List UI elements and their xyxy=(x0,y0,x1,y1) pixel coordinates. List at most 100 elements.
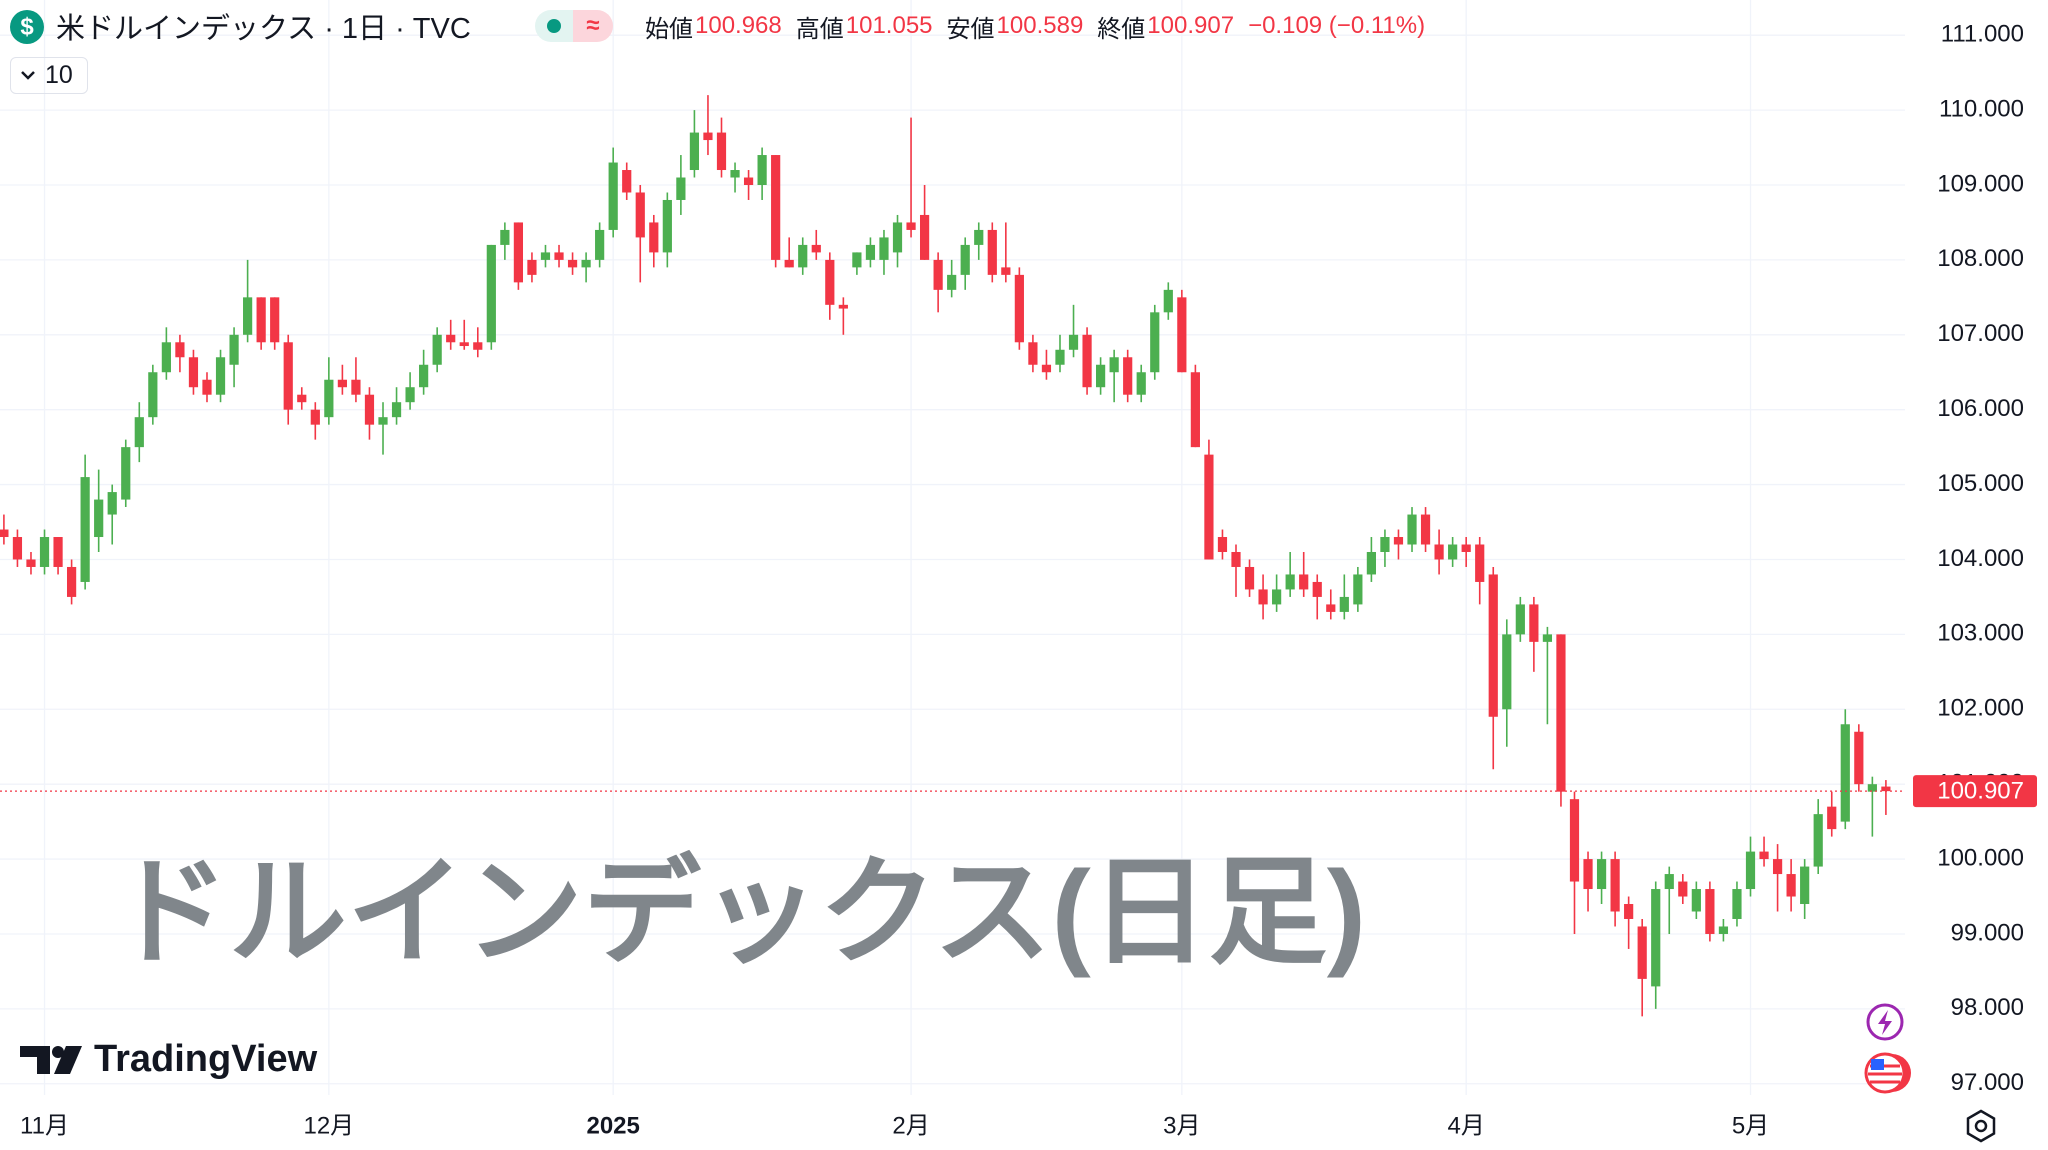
candle-body xyxy=(1177,297,1187,373)
candle-body xyxy=(947,274,957,290)
candle-body xyxy=(1556,634,1566,792)
y-tick-label: 100.000 xyxy=(1937,844,2024,871)
candle-body xyxy=(1475,544,1485,582)
candle-body xyxy=(1678,881,1688,897)
candle-body xyxy=(892,222,903,253)
candle-body xyxy=(1867,784,1877,792)
candle-body xyxy=(567,259,578,268)
candle-body xyxy=(1691,889,1701,912)
candle-body xyxy=(283,342,293,410)
y-tick-label: 107.000 xyxy=(1937,320,2024,347)
candle-body xyxy=(391,402,402,418)
candle-body xyxy=(486,244,496,343)
settings-dot[interactable] xyxy=(1974,1119,1988,1133)
candle-body xyxy=(513,222,524,283)
candle-body xyxy=(1854,731,1864,785)
indicator-toggle[interactable]: 10 xyxy=(10,57,88,94)
bolt[interactable] xyxy=(1878,1010,1892,1035)
y-tick-label: 97.000 xyxy=(1951,1069,2024,1096)
candle-body xyxy=(811,244,821,253)
candle-body xyxy=(66,566,77,597)
candle-body xyxy=(919,214,930,260)
candle-body xyxy=(703,132,713,141)
candle-body xyxy=(94,499,104,538)
settings-icon[interactable] xyxy=(1966,1109,1996,1143)
candle-body xyxy=(1407,514,1417,545)
bolt-icon[interactable] xyxy=(1866,1003,1904,1041)
x-tick-label: 5月 xyxy=(1732,1112,1769,1139)
y-tick-label: 106.000 xyxy=(1937,395,2024,422)
candle-body xyxy=(337,379,347,388)
candle-body xyxy=(1339,596,1349,612)
candles xyxy=(0,95,1891,1017)
market-status[interactable] xyxy=(535,10,573,42)
candle-body xyxy=(1136,372,1146,395)
candle-body xyxy=(743,177,754,185)
label: 始値 xyxy=(645,15,693,43)
y-tick-label: 109.000 xyxy=(1937,170,2024,197)
candle-body xyxy=(1041,364,1052,373)
candle-body xyxy=(798,244,808,268)
candle-body xyxy=(838,304,848,309)
candle-body xyxy=(1637,926,1647,979)
ohlc-legend: 始値 100.968 高値 101.055 安値 100.589 終値 100.… xyxy=(645,8,1439,44)
candle-body xyxy=(1217,537,1228,552)
candle-body xyxy=(1096,364,1106,388)
candle-body xyxy=(351,379,361,395)
candle-body xyxy=(107,492,117,515)
candle-body xyxy=(364,394,375,425)
settings-hex[interactable] xyxy=(1966,1109,1996,1143)
candle-body xyxy=(622,170,632,193)
candle-body xyxy=(1448,544,1458,560)
candle-body xyxy=(879,237,889,260)
candle-body xyxy=(581,259,591,268)
candle-body xyxy=(1434,544,1444,560)
candle-body xyxy=(1353,574,1363,605)
candle-body xyxy=(1813,814,1823,867)
candle-body xyxy=(215,357,226,395)
logo-mark xyxy=(52,1046,64,1058)
candle-body xyxy=(12,537,23,560)
candle-body xyxy=(1204,454,1214,560)
candle-body xyxy=(1732,889,1742,919)
candle-body xyxy=(662,199,672,253)
candle-body xyxy=(960,244,970,275)
candle-body xyxy=(1163,289,1173,313)
candle-body xyxy=(771,155,781,260)
status-icon[interactable]: ≈ xyxy=(573,10,613,42)
candle-body xyxy=(1772,859,1783,875)
symbol-title[interactable]: 米ドルインデックス · 1日 · TVC xyxy=(56,13,471,45)
candle-body xyxy=(1366,551,1376,575)
symbol-icon: $ xyxy=(10,10,44,44)
candle-body xyxy=(0,529,9,538)
logo-mark xyxy=(20,1046,50,1074)
watermark: ドルインデックス(日足) xyxy=(111,847,1366,979)
indicator-count: 10 xyxy=(45,61,73,89)
flag-canton[interactable] xyxy=(1871,1059,1884,1070)
symbol-circle xyxy=(10,10,44,44)
candle-body xyxy=(1380,537,1390,552)
candle-body xyxy=(933,259,943,290)
candle-body xyxy=(1001,267,1011,275)
candle-body xyxy=(730,170,740,178)
candle-body xyxy=(1881,786,1891,792)
candle-body xyxy=(1610,859,1620,912)
candle-body xyxy=(175,342,185,358)
candle-body xyxy=(825,259,835,305)
candle-body xyxy=(188,357,199,388)
candle-body xyxy=(53,537,63,567)
candle-body xyxy=(689,132,700,171)
candle-body xyxy=(1055,349,1065,365)
candle-body xyxy=(1028,342,1038,365)
candle-body xyxy=(1651,889,1661,987)
flag-icon[interactable] xyxy=(1864,1052,1911,1094)
y-tick-label: 110.000 xyxy=(1939,95,2024,122)
candle-body xyxy=(378,417,388,425)
candle-body xyxy=(1190,372,1200,448)
candle-body xyxy=(1718,926,1729,934)
candle-body xyxy=(554,252,564,260)
candle-body xyxy=(1258,589,1268,605)
candle-body xyxy=(1150,312,1160,373)
candle-body xyxy=(1502,634,1512,710)
